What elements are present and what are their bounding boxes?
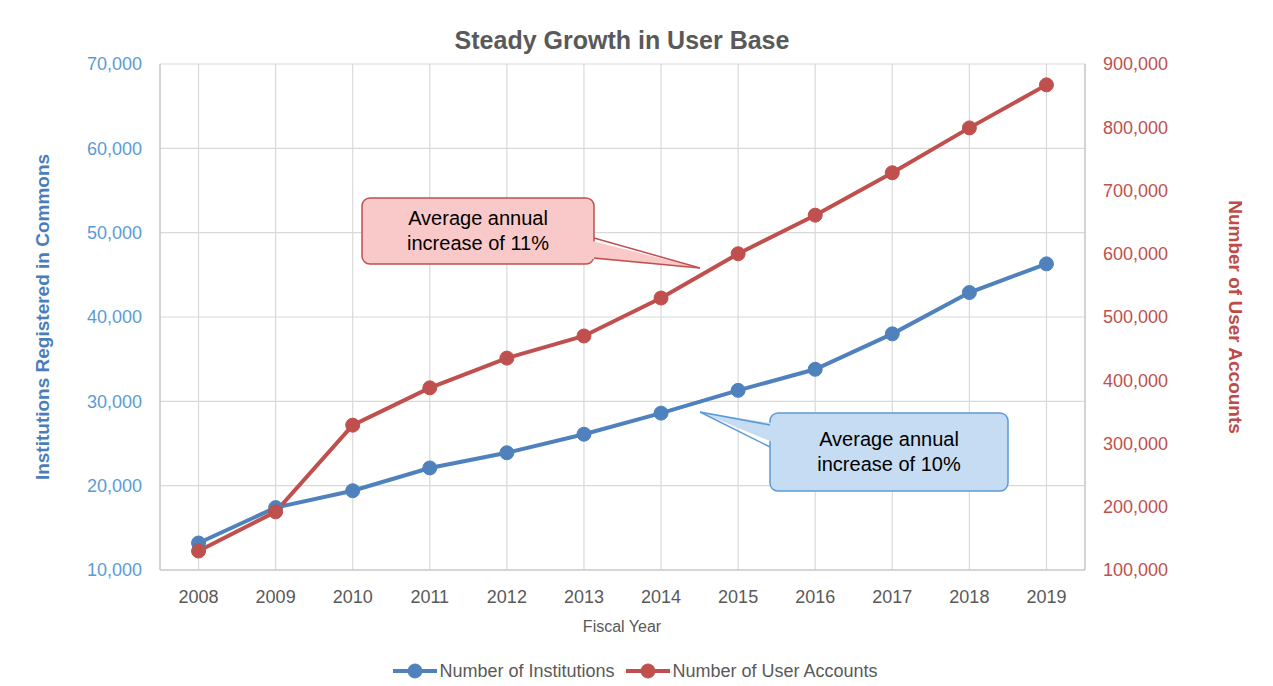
svg-text:2012: 2012 (487, 587, 527, 607)
html-text:Average annual increase of 10%: Average annual increase of 10% (817, 428, 961, 475)
svg-text:2018: 2018 (949, 587, 989, 607)
svg-text:700,000: 700,000 (1103, 181, 1168, 201)
svg-text:Steady Growth in User Base: Steady Growth in User Base (455, 26, 790, 54)
svg-text:Fiscal Year: Fiscal Year (583, 618, 662, 635)
svg-text:Institutions Registered in Com: Institutions Registered in Commons (32, 154, 53, 480)
html-text:Number of Institutions: Number of Institutions (439, 660, 615, 681)
svg-text:20,000: 20,000 (87, 476, 142, 496)
svg-text:2009: 2009 (256, 587, 296, 607)
svg-text:Number of User Accounts: Number of User Accounts (1225, 200, 1246, 434)
svg-text:600,000: 600,000 (1103, 244, 1168, 264)
svg-text:300,000: 300,000 (1103, 434, 1168, 454)
svg-text:2019: 2019 (1026, 587, 1066, 607)
svg-text:2011: 2011 (410, 587, 449, 607)
svg-text:2010: 2010 (333, 587, 373, 607)
svg-text:100,000: 100,000 (1103, 560, 1168, 580)
svg-text:2017: 2017 (872, 587, 912, 607)
svg-text:500,000: 500,000 (1103, 307, 1168, 327)
svg-text:40,000: 40,000 (87, 307, 142, 327)
svg-text:30,000: 30,000 (87, 392, 142, 412)
svg-text:2013: 2013 (564, 587, 604, 607)
html-text:Average annual increase of 11%: Average annual increase of 11% (407, 207, 549, 254)
svg-text:200,000: 200,000 (1103, 497, 1168, 517)
svg-text:400,000: 400,000 (1103, 371, 1168, 391)
svg-text:10,000: 10,000 (87, 560, 142, 580)
svg-text:2014: 2014 (641, 587, 681, 607)
svg-text:800,000: 800,000 (1103, 118, 1168, 138)
svg-text:900,000: 900,000 (1103, 54, 1168, 74)
svg-text:50,000: 50,000 (87, 223, 142, 243)
html-text:Number of User Accounts: Number of User Accounts (672, 660, 878, 681)
svg-text:2015: 2015 (718, 587, 758, 607)
svg-text:70,000: 70,000 (87, 54, 142, 74)
svg-text:2008: 2008 (179, 587, 219, 607)
svg-text:2016: 2016 (795, 587, 835, 607)
svg-text:60,000: 60,000 (87, 139, 142, 159)
